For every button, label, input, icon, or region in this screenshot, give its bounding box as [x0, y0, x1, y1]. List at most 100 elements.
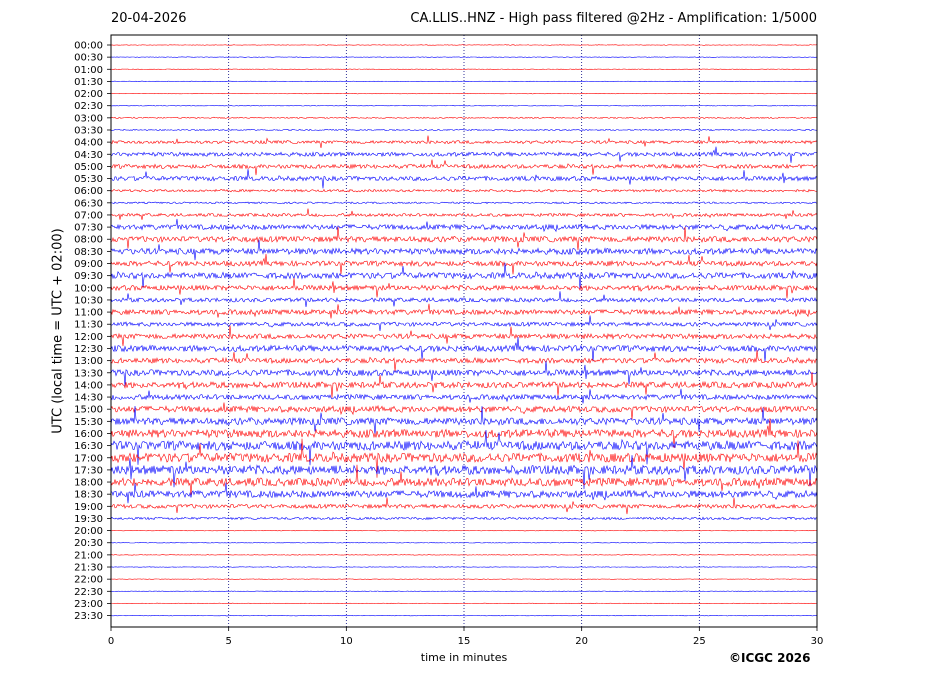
y-tick-label-1400: 14:00: [74, 380, 103, 391]
trace-0730: [110, 218, 818, 233]
y-tick-label-0800: 08:00: [74, 235, 103, 246]
y-tick-label-2300: 23:00: [74, 599, 103, 610]
y-tick-label-0930: 09:30: [74, 271, 103, 282]
trace-1330: [110, 361, 818, 387]
y-axis-label: UTC (local time = UTC + 02:00): [50, 228, 66, 434]
trace-0800: [110, 226, 818, 251]
trace-1630: [110, 429, 818, 466]
y-tick-label-0900: 09:00: [74, 259, 103, 270]
trace-1730: [110, 455, 818, 490]
y-tick-label-1030: 10:30: [74, 295, 103, 306]
y-tick-label-1900: 19:00: [74, 502, 103, 513]
trace-1800: [110, 464, 818, 496]
trace-1200: [110, 325, 818, 347]
trace-0530: [110, 169, 818, 189]
axis-layer: 00:0000:3001:0001:3002:0002:3003:0003:30…: [74, 34, 824, 647]
y-tick-label-0000: 00:00: [74, 41, 103, 52]
x-tick-label-20: 20: [575, 636, 588, 647]
trace-1700: [110, 438, 818, 478]
trace-2030: [110, 541, 818, 544]
y-tick-label-0600: 06:00: [74, 186, 103, 197]
y-tick-label-0200: 02:00: [74, 89, 103, 100]
trace-0430: [110, 146, 817, 163]
x-tick-label-25: 25: [693, 636, 706, 647]
grid-layer: [228, 35, 700, 627]
y-tick-label-1230: 12:30: [74, 344, 103, 355]
plot-frame: [110, 34, 818, 628]
trace-0300: [110, 116, 818, 119]
trace-1400: [110, 371, 818, 398]
y-tick-label-1100: 11:00: [74, 308, 103, 319]
y-tick-label-1700: 17:00: [74, 453, 103, 464]
trace-0230: [110, 105, 818, 107]
y-tick-label-0030: 00:30: [74, 53, 103, 64]
trace-0330: [110, 128, 818, 132]
trace-0900: [110, 253, 818, 275]
trace-0700: [110, 208, 818, 220]
trace-2000: [110, 529, 818, 532]
trace-0200: [110, 92, 818, 95]
trace-0030: [110, 56, 818, 58]
trace-0500: [110, 159, 818, 176]
trace-2330: [110, 614, 818, 617]
trace-0630: [110, 201, 818, 205]
trace-0830: [110, 239, 818, 261]
y-tick-label-2030: 20:30: [74, 538, 103, 549]
y-tick-label-1000: 10:00: [74, 283, 103, 294]
y-tick-label-1130: 11:30: [74, 320, 103, 331]
trace-0600: [110, 188, 818, 193]
trace-1130: [110, 315, 818, 331]
trace-2100: [110, 554, 818, 556]
y-tick-label-0100: 01:00: [74, 65, 103, 76]
trace-1030: [110, 291, 818, 308]
y-tick-label-0300: 03:00: [74, 113, 103, 124]
y-tick-label-1530: 15:30: [74, 417, 103, 428]
y-tick-label-1600: 16:00: [74, 429, 103, 440]
y-tick-label-1330: 13:30: [74, 368, 103, 379]
trace-0930: [110, 262, 818, 290]
trace-2300: [110, 602, 818, 605]
y-tick-label-0430: 04:30: [74, 150, 103, 161]
trace-1600: [110, 418, 818, 448]
x-tick-label-30: 30: [811, 636, 824, 647]
y-tick-label-2100: 21:00: [74, 550, 103, 561]
trace-1100: [110, 303, 818, 319]
y-tick-label-1300: 13:00: [74, 356, 103, 367]
y-tick-label-1430: 14:30: [74, 393, 103, 404]
y-tick-label-1830: 18:30: [74, 490, 103, 501]
chart-title: CA.LLIS..HNZ - High pass filtered @2Hz -…: [410, 11, 817, 26]
trace-0000: [110, 44, 817, 46]
y-tick-label-0330: 03:30: [74, 125, 103, 136]
y-tick-label-0730: 07:30: [74, 223, 103, 234]
copyright-label: ©ICGC 2026: [729, 651, 811, 665]
y-tick-label-0130: 01:30: [74, 77, 103, 88]
trace-1230: [110, 336, 818, 362]
trace-1530: [110, 405, 818, 436]
y-tick-label-2200: 22:00: [74, 575, 103, 586]
trace-0400: [110, 135, 818, 149]
y-tick-label-1800: 18:00: [74, 478, 103, 489]
trace-1430: [110, 388, 818, 404]
y-tick-label-1200: 12:00: [74, 332, 103, 343]
y-tick-label-0700: 07:00: [74, 210, 103, 221]
trace-1000: [110, 278, 818, 299]
y-tick-label-1730: 17:30: [74, 465, 103, 476]
x-tick-label-0: 0: [108, 636, 114, 647]
y-tick-label-1630: 16:30: [74, 441, 103, 452]
x-tick-label-5: 5: [225, 636, 231, 647]
trace-0100: [110, 68, 818, 70]
y-tick-label-2000: 20:00: [74, 526, 103, 537]
trace-0130: [110, 80, 818, 83]
y-tick-label-0500: 05:00: [74, 162, 103, 173]
trace-2130: [110, 566, 818, 568]
y-tick-label-2330: 23:30: [74, 611, 103, 622]
trace-1300: [110, 349, 818, 372]
y-tick-label-0630: 06:30: [74, 198, 103, 209]
trace-1500: [110, 402, 818, 420]
y-tick-label-2130: 21:30: [74, 563, 103, 574]
y-tick-label-2230: 22:30: [74, 587, 103, 598]
date-label: 20-04-2026: [111, 11, 187, 26]
y-tick-label-1500: 15:00: [74, 405, 103, 416]
trace-1900: [110, 497, 818, 515]
x-axis-label: time in minutes: [420, 651, 508, 664]
